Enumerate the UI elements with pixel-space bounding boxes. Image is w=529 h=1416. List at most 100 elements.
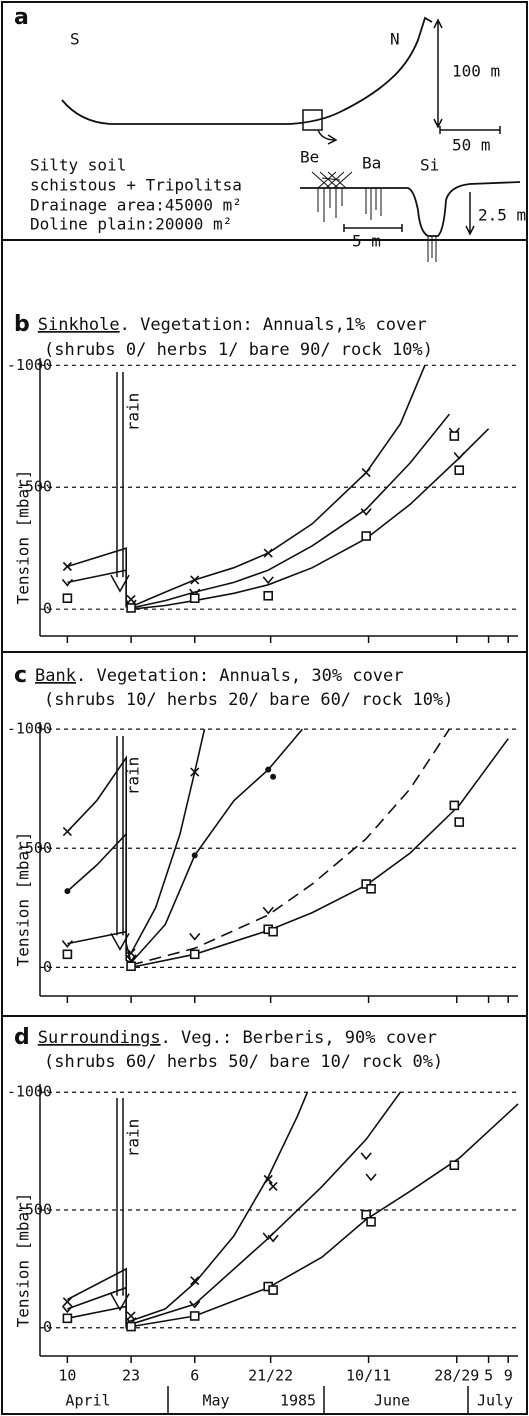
y-tick-label: 0 [43, 1318, 52, 1336]
panel-label: c [14, 663, 27, 688]
y-tick-label: 0 [43, 600, 52, 618]
detail-box [302, 109, 323, 131]
panel-title: d Surroundings. Veg.: Berberis, 90% cover [14, 1025, 437, 1050]
x-tick-label: 28/29 [434, 1367, 479, 1385]
title-rest: . Vegetation: Annuals, 30% cover [76, 666, 404, 686]
point-dot [265, 766, 272, 773]
point-x [126, 1311, 136, 1321]
point-square [361, 1209, 371, 1220]
section-label: Ba [362, 154, 381, 173]
site-name: Surroundings [38, 1028, 161, 1048]
section-scale [343, 192, 475, 236]
shrubs [311, 171, 353, 189]
y-tick-label: -500 [16, 1200, 52, 1218]
fit-curve [130, 728, 451, 966]
point-square [449, 1160, 460, 1171]
title-rest: . Vegetation: Annuals,1% cover [120, 315, 427, 335]
point-square [454, 465, 465, 475]
fit-curve [131, 428, 490, 610]
point-x [62, 1297, 72, 1307]
fit-curve [67, 413, 451, 609]
y-tick-label: -1000 [7, 720, 52, 738]
valley-profile [61, 16, 433, 125]
panel-label: b [14, 312, 30, 337]
cross-section [300, 181, 521, 237]
profile-label: N [390, 30, 400, 49]
rain-label: rain [124, 1119, 143, 1158]
point-check [262, 906, 274, 915]
point-square [126, 1321, 136, 1332]
point-x [126, 948, 136, 958]
point-square [366, 1216, 376, 1227]
point-square [268, 926, 278, 937]
point-check [61, 940, 74, 948]
x-tick-label: 23 [122, 1367, 140, 1385]
point-check [125, 954, 137, 963]
point-square [449, 431, 460, 441]
site-note: Doline plain:20000 m² [30, 215, 232, 234]
x-tick-label: 10 [58, 1367, 76, 1385]
y-tick-label: -500 [16, 478, 52, 496]
panel-label: a [14, 5, 29, 30]
point-dot [64, 888, 71, 895]
month-label: April [65, 1392, 110, 1410]
point-check [189, 932, 201, 941]
profile-label: S [70, 30, 80, 49]
panel-a: a S N 100 m 50 m Be Ba Si 2.5 m 5 m Silt… [14, 5, 526, 262]
x-tick-label: 5 [484, 1367, 493, 1385]
point-square [62, 949, 73, 960]
point-x [361, 468, 371, 478]
point-check [189, 1300, 201, 1309]
subtitle: (shrubs 10/ herbs 20/ bare 60/ rock 10%) [44, 690, 453, 710]
x-tick-label: 21/22 [248, 1367, 293, 1385]
point-check [360, 508, 372, 516]
section-label: 2.5 m [478, 206, 526, 225]
y-tick-label: -500 [16, 839, 52, 857]
panel-title: c Bank. Vegetation: Annuals, 30% cover [14, 663, 404, 688]
point-x [190, 767, 200, 777]
point-square [189, 1311, 200, 1321]
subtitle: (shrubs 0/ herbs 1/ bare 90/ rock 10%) [44, 340, 433, 360]
point-square [361, 531, 371, 541]
point-square [62, 1313, 73, 1324]
site-note: Silty soil [30, 156, 126, 175]
y-tick-label: -1000 [7, 356, 52, 374]
point-check [360, 1152, 372, 1161]
site-note: Drainage area:45000 m² [30, 196, 242, 215]
month-label: May [202, 1392, 229, 1410]
site-name: Bank [35, 666, 76, 686]
month-label: June [374, 1392, 410, 1410]
point-dot [270, 773, 277, 780]
point-x [190, 575, 200, 585]
point-check [262, 1232, 274, 1241]
profile-label: 50 m [452, 136, 491, 155]
point-square [126, 603, 136, 613]
point-check [61, 1305, 74, 1314]
point-check [61, 578, 74, 587]
panel-label: d [14, 1025, 30, 1050]
point-x [263, 548, 273, 558]
y-tick-label: 0 [43, 958, 52, 976]
site-name: Sinkhole [38, 315, 120, 335]
month-label: July [477, 1392, 513, 1410]
point-square [62, 593, 73, 604]
point-x [62, 561, 72, 572]
point-square [189, 593, 200, 604]
profile-label: 100 m [452, 62, 500, 81]
point-x [190, 1276, 200, 1286]
title-rest: . Veg.: Berberis, 90% cover [161, 1028, 437, 1048]
roots [317, 188, 437, 262]
point-square [189, 949, 200, 960]
rain-label: rain [124, 757, 143, 796]
scale-bars [433, 18, 501, 134]
point-check [262, 576, 274, 585]
site-note: schistous + Tripolitsa [30, 176, 242, 195]
point-x [62, 827, 72, 837]
point-square [263, 590, 274, 601]
y-axis-label: Tension [mbar] [14, 832, 33, 967]
fit-curve [66, 728, 304, 965]
y-axis-label: Tension [mbar] [14, 470, 33, 605]
y-tick-label: -1000 [7, 1083, 52, 1101]
point-square [449, 800, 460, 811]
